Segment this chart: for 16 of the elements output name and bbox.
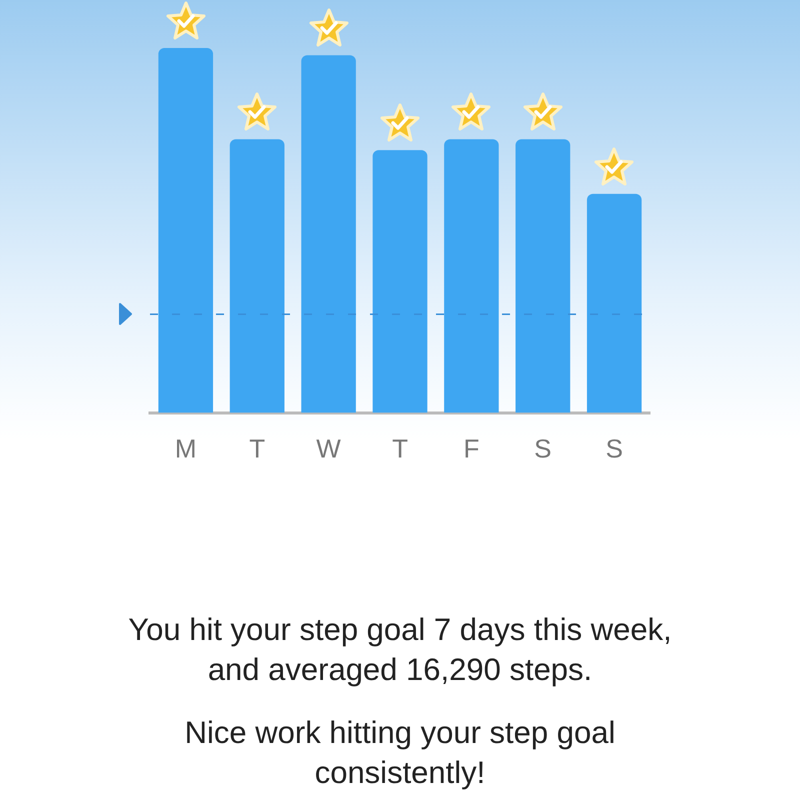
bar (158, 48, 214, 413)
x-tick-label: S (606, 434, 623, 464)
bar (586, 194, 642, 413)
text: You hit your step goal 7 days this week, and averaged 16,290 steps. (127, 611, 673, 690)
bar (444, 139, 499, 413)
bar (372, 150, 428, 413)
x-tick-label: M (174, 434, 197, 464)
x-tick-label: F (463, 434, 480, 464)
x-tick-label: W (316, 434, 342, 464)
text: Nice work hitting your step goal consistently! (184, 714, 616, 792)
x-tick-label: S (534, 434, 552, 464)
bar (301, 55, 356, 413)
x-tick-label: T (249, 434, 266, 464)
x-tick-label: T (392, 434, 408, 464)
bar (230, 139, 284, 413)
bar (516, 139, 570, 413)
